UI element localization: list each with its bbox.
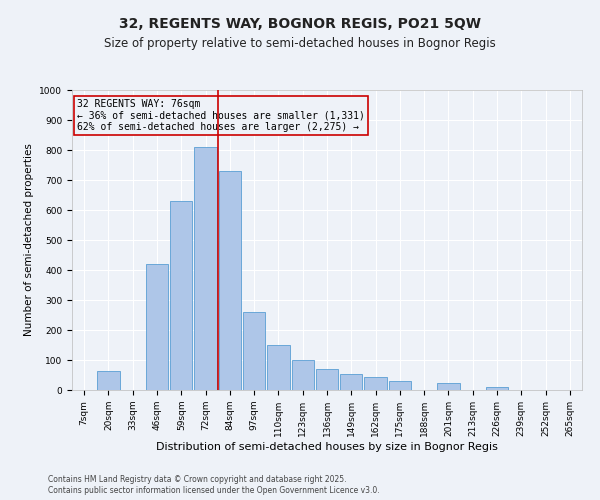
Text: Size of property relative to semi-detached houses in Bognor Regis: Size of property relative to semi-detach… <box>104 38 496 51</box>
Y-axis label: Number of semi-detached properties: Number of semi-detached properties <box>24 144 34 336</box>
Bar <box>316 369 338 390</box>
Text: Contains public sector information licensed under the Open Government Licence v3: Contains public sector information licen… <box>48 486 380 495</box>
Text: Contains HM Land Registry data © Crown copyright and database right 2025.: Contains HM Land Registry data © Crown c… <box>48 475 347 484</box>
Bar <box>292 360 314 390</box>
Bar <box>170 201 193 390</box>
Bar <box>194 147 217 390</box>
Bar <box>340 374 362 390</box>
Bar <box>267 345 290 390</box>
X-axis label: Distribution of semi-detached houses by size in Bognor Regis: Distribution of semi-detached houses by … <box>156 442 498 452</box>
Text: 32 REGENTS WAY: 76sqm
← 36% of semi-detached houses are smaller (1,331)
62% of s: 32 REGENTS WAY: 76sqm ← 36% of semi-deta… <box>77 99 365 132</box>
Bar <box>389 381 411 390</box>
Bar <box>364 376 387 390</box>
Bar <box>437 382 460 390</box>
Bar <box>218 171 241 390</box>
Bar <box>486 387 508 390</box>
Bar <box>97 370 119 390</box>
Text: 32, REGENTS WAY, BOGNOR REGIS, PO21 5QW: 32, REGENTS WAY, BOGNOR REGIS, PO21 5QW <box>119 18 481 32</box>
Bar <box>146 264 168 390</box>
Bar <box>243 312 265 390</box>
